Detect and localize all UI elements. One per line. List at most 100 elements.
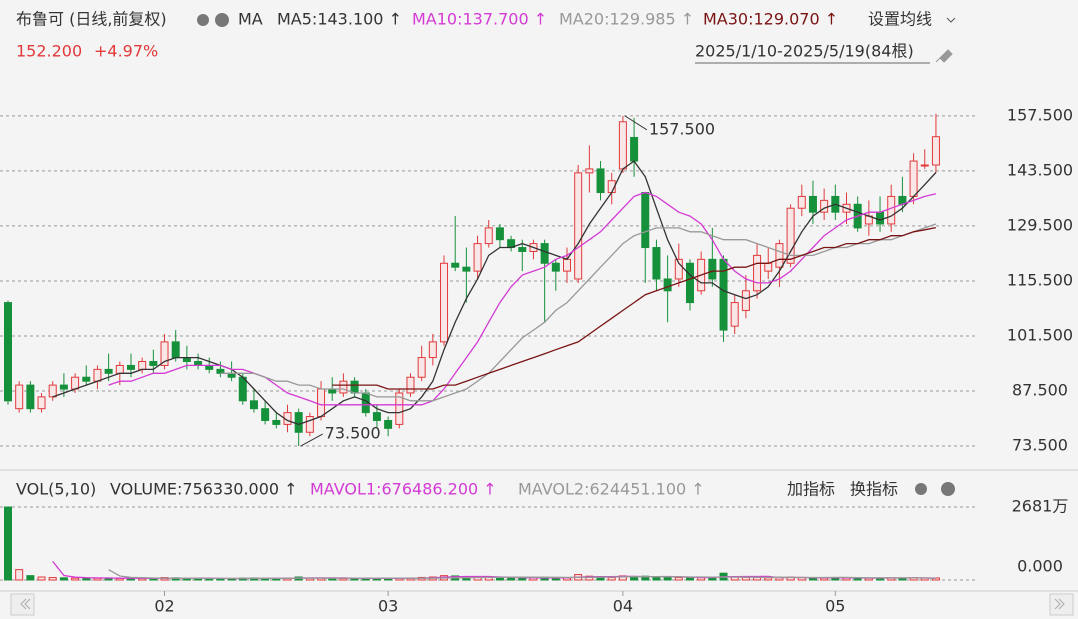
candle-body — [4, 302, 12, 402]
candle-body — [920, 164, 929, 167]
y-tick-label: 73.500 — [1012, 436, 1068, 455]
settings-icon[interactable] — [915, 483, 927, 495]
candle-body — [708, 258, 717, 280]
candle-body — [93, 368, 102, 382]
annotation: 157.500 — [649, 119, 715, 138]
candle-body — [820, 199, 829, 213]
candle-body — [495, 227, 504, 241]
candle-body — [37, 396, 46, 410]
scroll-left[interactable] — [10, 593, 35, 616]
annotation-arrow — [300, 433, 323, 447]
candle-body — [249, 400, 258, 410]
price: 152.200 — [16, 42, 82, 61]
ma-legend: MA20:129.985 ↑ — [559, 10, 694, 29]
candle-body — [775, 243, 784, 268]
candle-body — [563, 258, 571, 272]
close-icon[interactable] — [941, 482, 955, 496]
candle-body — [272, 419, 281, 425]
candle-body — [417, 357, 426, 378]
candle-body — [71, 376, 80, 390]
candle-body — [685, 262, 694, 304]
candle-body — [741, 290, 750, 311]
volume-bar — [495, 577, 504, 581]
candle-body — [786, 207, 795, 264]
ma-label: MA — [238, 10, 263, 29]
ma-legend: MA30:129.070 ↑ — [703, 10, 838, 29]
scroll-right[interactable] — [1049, 593, 1074, 616]
chevron — [946, 17, 956, 23]
candle-body — [618, 121, 627, 170]
candle-body — [931, 136, 940, 166]
volume-bar — [71, 577, 80, 581]
x-tick-label: 04 — [613, 597, 633, 616]
candle-body — [238, 376, 247, 402]
candle-body — [372, 412, 381, 421]
candle-body — [384, 419, 393, 429]
candle-body — [406, 376, 415, 394]
candle-body — [395, 392, 404, 425]
candle-body — [574, 172, 583, 280]
candle-body — [630, 136, 639, 162]
candle-body — [171, 341, 180, 359]
ma-legend: MA10:137.700 ↑ — [412, 10, 547, 29]
add-indicator[interactable]: 加指标 — [787, 480, 835, 499]
candle-body — [585, 168, 594, 174]
candle-body — [350, 380, 359, 394]
settings-icon[interactable] — [197, 14, 209, 26]
volume-bar — [820, 577, 829, 581]
pin-icon[interactable] — [935, 49, 953, 63]
title: 布鲁可 (日线,前复权) — [16, 10, 167, 29]
x-tick-label: 05 — [825, 597, 845, 616]
volume-bar — [37, 576, 46, 581]
volume-bar — [674, 577, 683, 581]
volume-bar — [15, 569, 24, 581]
close-icon[interactable] — [215, 13, 229, 27]
volume-bar — [652, 576, 661, 581]
candle-body — [909, 160, 918, 197]
candle-body — [82, 376, 91, 382]
candle-body — [808, 195, 817, 213]
change: +4.97% — [94, 42, 158, 61]
date-range: 2025/1/10-2025/5/19(84根) — [695, 42, 914, 61]
volume-bar — [607, 577, 616, 581]
candle-body — [138, 361, 147, 370]
scroll-right-icon — [1054, 598, 1065, 610]
candle-body — [797, 195, 806, 209]
candle-body — [15, 384, 24, 410]
candle-body — [428, 341, 437, 359]
y-tick-label: 101.500 — [1007, 325, 1073, 344]
volume-bar — [518, 577, 527, 581]
volume-bar — [764, 577, 773, 581]
y-tick-label: 0.000 — [1017, 557, 1063, 576]
candle-body — [317, 388, 326, 418]
volume-bar — [48, 577, 57, 581]
volume-legend: VOLUME:756330.000 ↑ — [110, 480, 298, 499]
y-tick-label: 143.500 — [1007, 160, 1073, 179]
annotation-arrow — [624, 115, 648, 131]
candle-body — [652, 247, 661, 280]
candle-body — [663, 278, 672, 292]
candle-body — [551, 262, 560, 272]
series-line — [220, 223, 937, 402]
volume-bar — [26, 575, 35, 581]
volume-legend: MAVOL1:676486.200 ↑ — [310, 480, 497, 499]
ma-setting[interactable]: 设置均线 — [868, 10, 932, 29]
candle-body — [753, 254, 762, 292]
candle-body — [126, 364, 135, 370]
switch-indicator[interactable]: 换指标 — [850, 480, 898, 499]
candle-body — [462, 266, 471, 272]
scroll-left-icon — [20, 598, 31, 610]
volume-legend: MAVOL2:624451.100 ↑ — [518, 480, 705, 499]
volume-title: VOL(5,10) — [16, 480, 96, 499]
candle-body — [115, 364, 124, 374]
volume-bar — [663, 576, 672, 581]
volume-bar — [4, 506, 12, 581]
candle-body — [730, 302, 739, 327]
candle-body — [440, 262, 449, 343]
ma-legend: MA5:143.100 ↑ — [277, 10, 402, 29]
candle-body — [674, 258, 683, 280]
candle-body — [294, 412, 303, 433]
volume-bar — [507, 577, 516, 581]
